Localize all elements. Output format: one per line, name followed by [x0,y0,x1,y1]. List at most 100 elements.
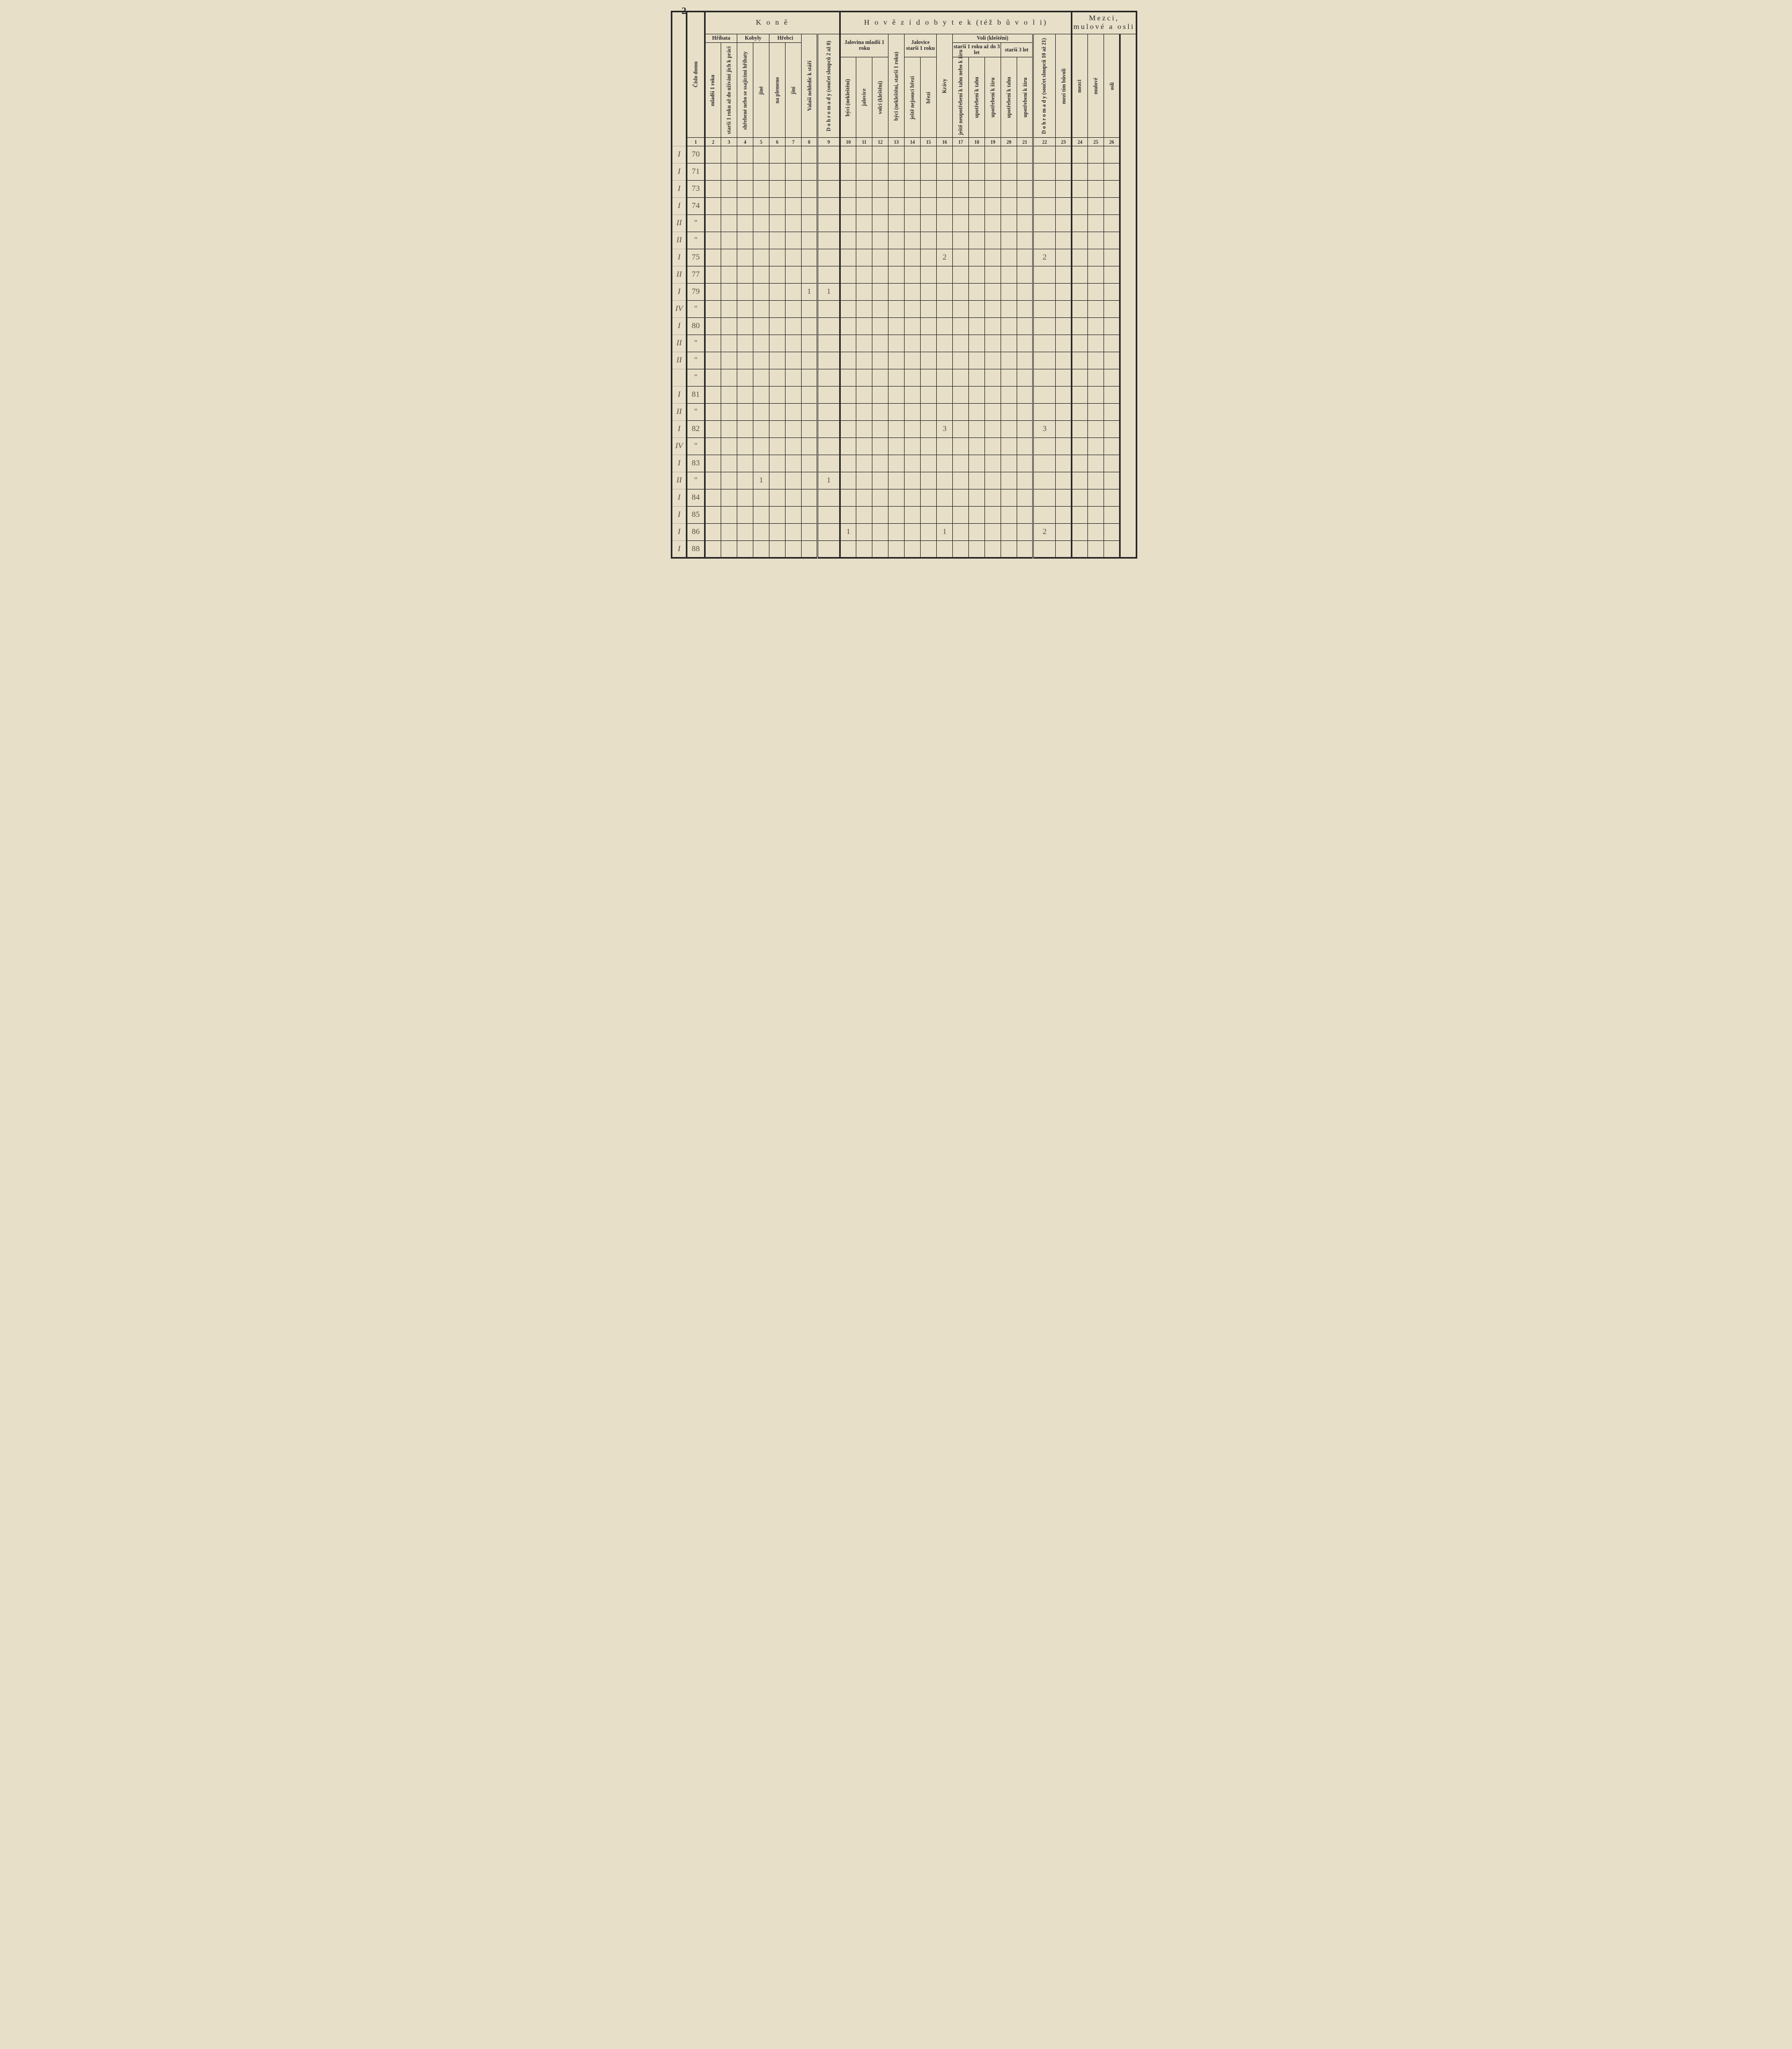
table-row: I80 [672,318,1137,335]
cell [937,352,953,369]
cell [905,249,921,266]
cell [753,335,769,352]
cell [818,524,840,541]
cell [786,198,802,215]
cell [1104,472,1120,489]
cell [1104,387,1120,404]
row-roman: I [672,164,687,181]
cell [937,489,953,507]
cell [818,421,840,438]
col-header: starší 1 roku až do užívání jich k práci [721,43,737,138]
cell [818,164,840,181]
cell [1056,489,1072,507]
cell [856,369,872,387]
cell [1104,181,1120,198]
cell [840,541,856,558]
row-roman: II [672,215,687,232]
cell [1033,489,1056,507]
cell [1001,352,1017,369]
cell [1088,507,1104,524]
col-header: jiné [753,43,769,138]
cell [1017,438,1033,455]
cell [872,198,888,215]
cell [721,318,737,335]
colnum: 8 [802,138,818,146]
cell [969,301,985,318]
cell [1088,335,1104,352]
cell [953,232,969,249]
colnum: 19 [985,138,1001,146]
cell [705,387,721,404]
cell [1104,352,1120,369]
cell [985,249,1001,266]
cell [905,541,921,558]
cell [888,215,905,232]
cell [888,266,905,284]
table-row: I84 [672,489,1137,507]
row-roman: II [672,232,687,249]
cell [737,472,753,489]
cell [1001,266,1017,284]
cell [888,335,905,352]
cell [1056,335,1072,352]
cell [1104,438,1120,455]
cell [737,266,753,284]
cell [786,146,802,164]
cell [737,164,753,181]
cell [969,455,985,472]
cell [985,164,1001,181]
cell [1056,404,1072,421]
cell [818,335,840,352]
cell [888,146,905,164]
cell [786,472,802,489]
cell [856,181,872,198]
cell [1072,266,1088,284]
cell [921,507,937,524]
cell [818,404,840,421]
cell: 79 [687,284,705,301]
cell [921,181,937,198]
cell [721,232,737,249]
row-roman: I [672,198,687,215]
cell: 88 [687,541,705,558]
cell [1056,524,1072,541]
cell [753,146,769,164]
table-row: I70 [672,146,1137,164]
cell [1001,524,1017,541]
cell [786,352,802,369]
cell [1001,404,1017,421]
cell [1104,455,1120,472]
cell [802,181,818,198]
cell [1001,335,1017,352]
cell [840,438,856,455]
cell: 3 [1033,421,1056,438]
cell [856,352,872,369]
cell [802,524,818,541]
table-row: IV" [672,301,1137,318]
table-row: I86112 [672,524,1137,541]
cell [1056,146,1072,164]
cell [721,266,737,284]
cell [840,146,856,164]
cell [818,387,840,404]
cell [888,164,905,181]
cell [872,524,888,541]
cell [1072,181,1088,198]
cell [1017,215,1033,232]
cell [1056,198,1072,215]
cell [1001,181,1017,198]
cell [737,335,753,352]
cell [953,352,969,369]
cell [1017,455,1033,472]
cell [1033,335,1056,352]
cell [953,266,969,284]
cell [1017,198,1033,215]
cell [786,318,802,335]
cell [786,181,802,198]
cell [1088,181,1104,198]
cell [1001,198,1017,215]
cell [721,301,737,318]
cell [1033,387,1056,404]
cell [937,164,953,181]
cell [1001,164,1017,181]
